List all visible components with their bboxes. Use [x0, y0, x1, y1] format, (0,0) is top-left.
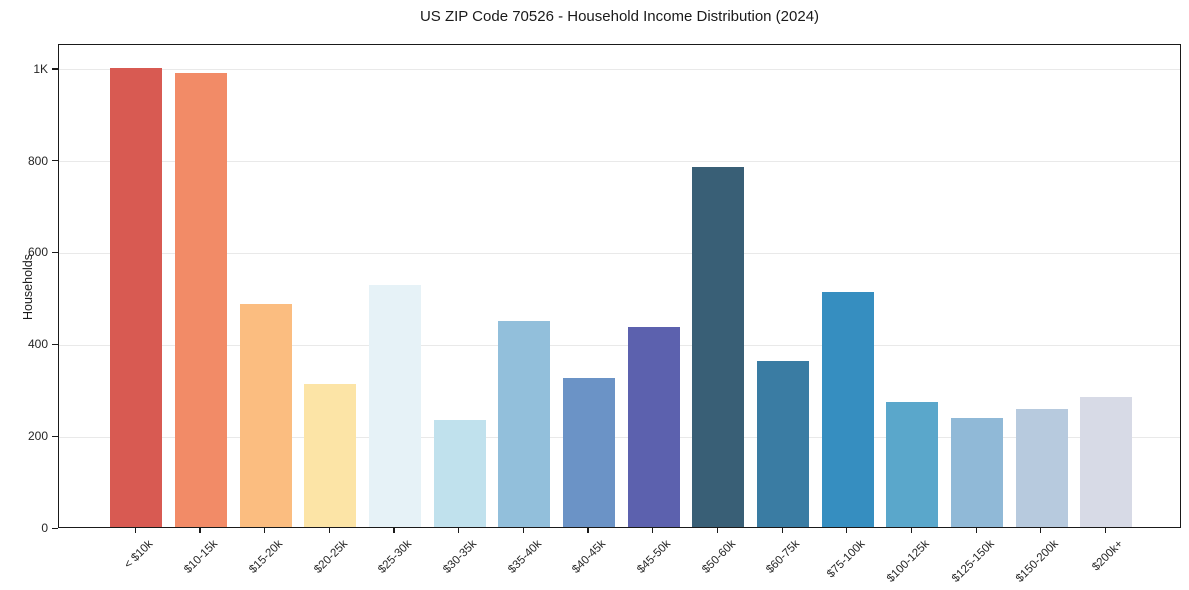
- bar-$20-25k: [304, 384, 357, 527]
- bar-< $10k: [110, 67, 163, 527]
- x-tick-label: $150-200k: [1014, 538, 1062, 585]
- y-tick-label: 0: [41, 521, 48, 535]
- bar-$125-150k: [951, 418, 1003, 527]
- y-tick-mark: [52, 527, 58, 529]
- bar-$75-100k: [821, 292, 874, 527]
- x-tick-label: $10-15k: [182, 538, 221, 576]
- x-tick-mark: [716, 528, 719, 533]
- x-tick-mark: [328, 528, 331, 533]
- y-tick-mark: [52, 160, 58, 162]
- bar-$150-200k: [1015, 409, 1068, 527]
- y-tick-label: 600: [27, 245, 48, 260]
- gridline-y-400: [59, 344, 1180, 346]
- y-tick-label: 1K: [33, 61, 48, 76]
- x-tick-label: $50-60k: [699, 538, 738, 576]
- x-tick-mark: [587, 528, 589, 533]
- bar-$50-60k: [692, 167, 745, 527]
- x-tick-mark: [134, 528, 137, 533]
- bar-$200k+: [1080, 397, 1133, 527]
- bar-$40-45k: [562, 378, 615, 527]
- x-tick-label: $45-50k: [635, 538, 674, 576]
- y-tick-mark: [52, 435, 58, 437]
- y-tick-mark: [52, 251, 58, 254]
- x-tick-label: $30-35k: [441, 538, 480, 576]
- x-tick-mark: [393, 528, 395, 533]
- x-tick-mark: [522, 528, 525, 533]
- x-tick-label: $100-125k: [884, 538, 932, 585]
- y-tick-label: 200: [27, 429, 48, 444]
- bar-$60-75k: [757, 361, 809, 527]
- x-tick-mark: [264, 528, 266, 533]
- y-tick-mark: [52, 343, 58, 346]
- x-tick-label: $35-40k: [505, 538, 544, 576]
- y-tick-label: 400: [27, 337, 48, 352]
- x-tick-mark: [458, 528, 460, 533]
- bar-$10-15k: [174, 73, 227, 527]
- bar-$15-20k: [239, 303, 292, 527]
- y-tick-label: 800: [27, 153, 48, 168]
- x-tick-mark: [1104, 528, 1107, 533]
- bar-$100-125k: [886, 401, 939, 527]
- x-tick-mark: [975, 528, 977, 533]
- x-tick-label: $20-25k: [311, 538, 350, 576]
- gridline-y-800: [59, 161, 1180, 163]
- x-tick-mark: [1040, 528, 1042, 533]
- bar-$45-50k: [627, 327, 680, 527]
- bar-$35-40k: [498, 320, 551, 527]
- x-tick-label: $75-100k: [824, 538, 868, 581]
- x-tick-mark: [781, 528, 783, 533]
- bar-$30-35k: [433, 420, 486, 527]
- x-tick-mark: [910, 528, 913, 533]
- x-tick-label: $200k+: [1090, 538, 1126, 574]
- gridline-y-1K: [59, 69, 1180, 71]
- x-tick-label: $60-75k: [764, 538, 803, 576]
- x-tick-mark: [846, 528, 848, 533]
- x-tick-label: $125-150k: [949, 538, 997, 585]
- plot-area: [58, 44, 1181, 528]
- x-tick-mark: [652, 528, 654, 533]
- gridline-y-200: [59, 436, 1180, 438]
- gridline-y-600: [59, 252, 1180, 254]
- x-tick-mark: [199, 528, 201, 533]
- y-tick-mark: [52, 68, 58, 70]
- chart-title: US ZIP Code 70526 - Household Income Dis…: [419, 8, 820, 25]
- x-tick-label: $25-30k: [376, 538, 415, 576]
- x-tick-label: < $10k: [122, 538, 156, 572]
- x-tick-label: $15-20k: [247, 538, 286, 576]
- bar-$25-30k: [368, 284, 421, 527]
- x-tick-label: $40-45k: [570, 538, 609, 576]
